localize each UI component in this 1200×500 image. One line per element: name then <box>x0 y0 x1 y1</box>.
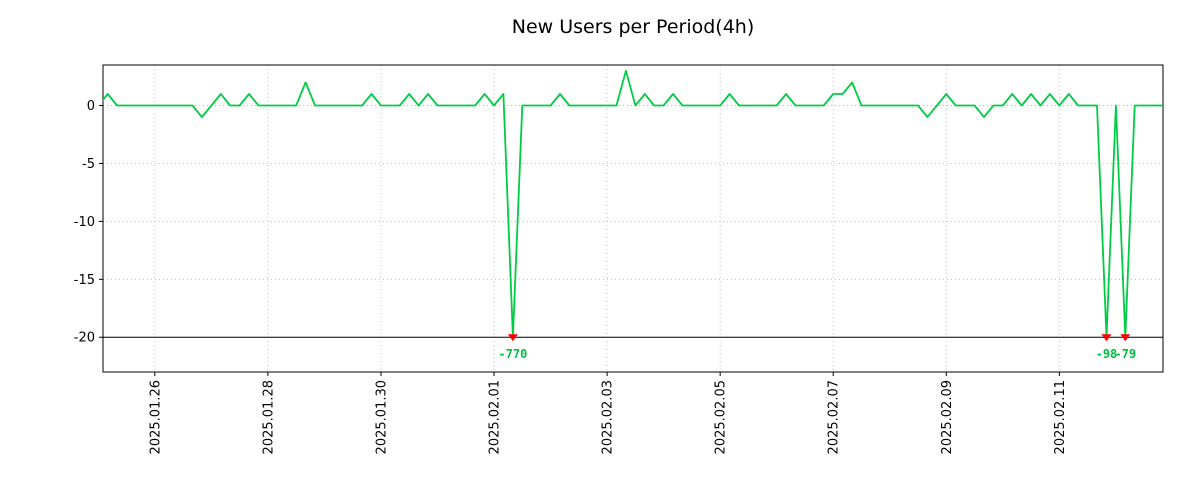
clip-marker-icon <box>1120 334 1131 342</box>
chart-title: New Users per Period(4h) <box>511 16 755 38</box>
x-tick-label: 2025.01.28 <box>261 380 276 454</box>
x-tick-label: 2025.01.30 <box>374 380 389 454</box>
annotation-label: -79 <box>1114 347 1136 361</box>
y-tick-label: -10 <box>74 215 95 230</box>
series-line <box>103 69 1163 339</box>
x-tick-label: 2025.02.07 <box>827 380 842 454</box>
y-tick-label: -5 <box>82 157 95 172</box>
y-tick-label: -20 <box>74 331 95 346</box>
annotation-label: -770 <box>498 347 527 361</box>
y-tick-label: 0 <box>87 99 95 114</box>
x-tick-label: 2025.02.01 <box>488 380 503 454</box>
x-tick-label: 2025.02.11 <box>1053 380 1068 454</box>
plot-frame <box>102 64 1164 373</box>
x-tick-label: 2025.02.03 <box>601 380 616 454</box>
x-tick-label: 2025.02.05 <box>714 380 729 454</box>
y-tick-label: -15 <box>74 273 95 288</box>
clip-marker-icon <box>507 334 518 342</box>
annotation-label: -98 <box>1096 347 1118 361</box>
x-tick-label: 2025.02.09 <box>940 380 955 454</box>
clip-marker-icon <box>1101 334 1112 342</box>
x-tick-label: 2025.01.26 <box>148 380 163 454</box>
